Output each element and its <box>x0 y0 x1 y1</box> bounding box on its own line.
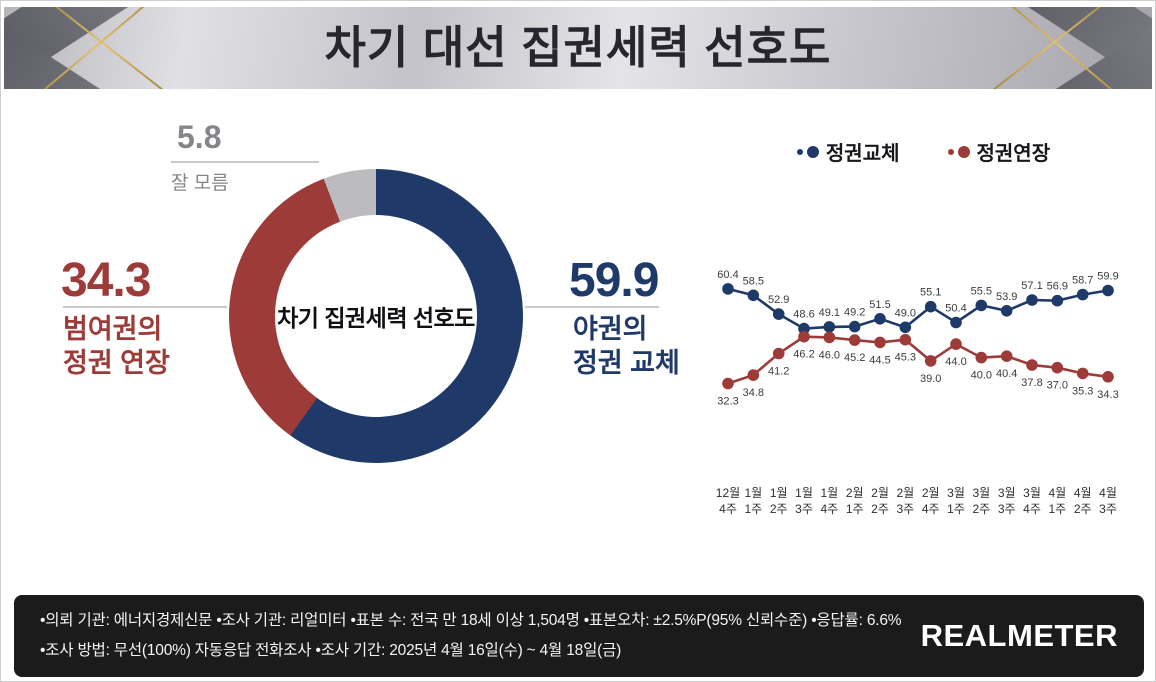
svg-text:59.9: 59.9 <box>1097 271 1118 283</box>
svg-text:40.4: 40.4 <box>996 368 1017 380</box>
legend-item-extension: 정권연장 <box>947 137 1051 166</box>
svg-text:3월: 3월 <box>972 486 990 500</box>
svg-text:41.2: 41.2 <box>768 366 789 378</box>
svg-text:1월: 1월 <box>744 486 762 500</box>
dontknow-label: 잘 모름 <box>171 173 229 194</box>
svg-text:34.3: 34.3 <box>1097 389 1118 401</box>
svg-text:4월: 4월 <box>1099 486 1117 500</box>
dontknow-value: 5.8 <box>177 119 222 155</box>
svg-text:1월: 1월 <box>770 486 788 500</box>
svg-text:1주: 1주 <box>846 502 864 516</box>
legend-dot-icon <box>796 148 803 155</box>
change-value: 59.9 <box>569 254 659 307</box>
svg-text:4주: 4주 <box>922 502 940 516</box>
svg-text:3주: 3주 <box>998 502 1016 516</box>
trend-line-chart: 60.4 58.5 52.9 48.6 49.1 49.2 51.5 49.0 55.1 50.4… <box>716 269 1119 516</box>
legend-dot-icon <box>957 145 970 158</box>
legend-label: 정권연장 <box>976 143 1051 165</box>
svg-text:51.5: 51.5 <box>869 299 890 311</box>
svg-text:58.7: 58.7 <box>1072 275 1093 287</box>
svg-text:50.4: 50.4 <box>945 303 966 315</box>
realmeter-logo: REALMETER <box>920 618 1118 653</box>
svg-text:1주: 1주 <box>744 502 762 516</box>
svg-text:40.0: 40.0 <box>971 370 992 382</box>
svg-text:44.5: 44.5 <box>869 354 890 366</box>
svg-text:46.2: 46.2 <box>793 349 814 361</box>
survey-methodology-line1: •의뢰 기관: 에너지경제신문 •조사 기관: 리얼미터 •표본 수: 전국 만… <box>40 611 902 629</box>
svg-text:45.3: 45.3 <box>895 352 916 364</box>
svg-text:2월: 2월 <box>922 486 940 500</box>
leader-line-extension <box>63 306 227 308</box>
legend-dot-icon <box>806 145 819 158</box>
svg-text:49.0: 49.0 <box>895 307 916 319</box>
svg-text:4월: 4월 <box>1048 486 1066 500</box>
svg-text:32.3: 32.3 <box>717 396 738 408</box>
svg-text:35.3: 35.3 <box>1072 385 1093 397</box>
svg-text:3주: 3주 <box>795 502 813 516</box>
svg-text:45.2: 45.2 <box>844 352 865 364</box>
footer-bar: •의뢰 기관: 에너지경제신문 •조사 기관: 리얼미터 •표본 수: 전국 만… <box>14 595 1144 677</box>
extension-label-line2: 정권 연장 <box>63 347 170 378</box>
svg-text:44.0: 44.0 <box>945 356 966 368</box>
trend-legend: 정권교체 정권연장 <box>701 137 1146 166</box>
change-label: 야권의 정권 교체 <box>573 313 680 381</box>
svg-text:4주: 4주 <box>719 502 737 516</box>
leader-line-change <box>525 306 659 308</box>
svg-text:55.1: 55.1 <box>920 287 941 299</box>
svg-text:37.8: 37.8 <box>1021 377 1042 389</box>
svg-text:2월: 2월 <box>871 486 889 500</box>
svg-text:48.6: 48.6 <box>793 309 814 321</box>
svg-text:2주: 2주 <box>871 502 889 516</box>
donut-center: 차기 집권세력 선호도 <box>275 215 477 417</box>
svg-text:55.5: 55.5 <box>971 285 992 297</box>
extension-label: 범여권의 정권 연장 <box>63 313 170 381</box>
svg-text:3주: 3주 <box>896 502 914 516</box>
header-banner: 차기 대선 집권세력 선호도 <box>4 7 1152 89</box>
svg-text:1주: 1주 <box>1048 502 1066 516</box>
svg-text:4주: 4주 <box>820 502 838 516</box>
svg-text:3월: 3월 <box>1023 486 1041 500</box>
svg-text:49.2: 49.2 <box>844 307 865 319</box>
svg-text:52.9: 52.9 <box>768 294 789 306</box>
change-label-line1: 야권의 <box>573 314 648 344</box>
svg-text:57.1: 57.1 <box>1021 280 1042 292</box>
leader-line-dontknow <box>171 161 319 163</box>
svg-text:3주: 3주 <box>1099 502 1117 516</box>
svg-text:4월: 4월 <box>1074 486 1092 500</box>
page-title: 차기 대선 집권세력 선호도 <box>324 22 832 73</box>
svg-text:2주: 2주 <box>770 502 788 516</box>
svg-text:37.0: 37.0 <box>1047 380 1068 392</box>
svg-text:34.8: 34.8 <box>743 387 764 399</box>
svg-text:60.4: 60.4 <box>717 269 738 281</box>
svg-text:2주: 2주 <box>972 502 990 516</box>
svg-text:1주: 1주 <box>947 502 965 516</box>
svg-text:3월: 3월 <box>998 486 1016 500</box>
svg-text:2월: 2월 <box>896 486 914 500</box>
svg-text:12월: 12월 <box>716 486 740 500</box>
svg-text:46.0: 46.0 <box>819 349 840 361</box>
extension-label-line1: 범여권의 <box>63 314 163 344</box>
legend-label: 정권교체 <box>825 143 900 165</box>
survey-methodology-line2: •조사 방법: 무선(100%) 자동응답 전화조사 •조사 기간: 2025년… <box>40 642 622 659</box>
svg-text:1월: 1월 <box>795 486 813 500</box>
change-label-line2: 정권 교체 <box>573 347 680 378</box>
svg-text:2월: 2월 <box>846 486 864 500</box>
svg-text:56.9: 56.9 <box>1047 281 1068 293</box>
survey-methodology: •의뢰 기관: 에너지경제신문 •조사 기관: 리얼미터 •표본 수: 전국 만… <box>40 606 921 666</box>
svg-text:39.0: 39.0 <box>920 373 941 385</box>
svg-text:53.9: 53.9 <box>996 291 1017 303</box>
svg-text:3월: 3월 <box>947 486 965 500</box>
svg-text:58.5: 58.5 <box>743 275 764 287</box>
svg-text:2주: 2주 <box>1074 502 1092 516</box>
legend-dot-icon <box>947 148 954 155</box>
svg-text:49.1: 49.1 <box>819 307 840 319</box>
donut-center-label: 차기 집권세력 선호도 <box>277 305 475 331</box>
extension-value: 34.3 <box>61 254 151 307</box>
legend-item-change: 정권교체 <box>796 137 900 166</box>
svg-text:1월: 1월 <box>820 486 838 500</box>
svg-text:4주: 4주 <box>1023 502 1041 516</box>
